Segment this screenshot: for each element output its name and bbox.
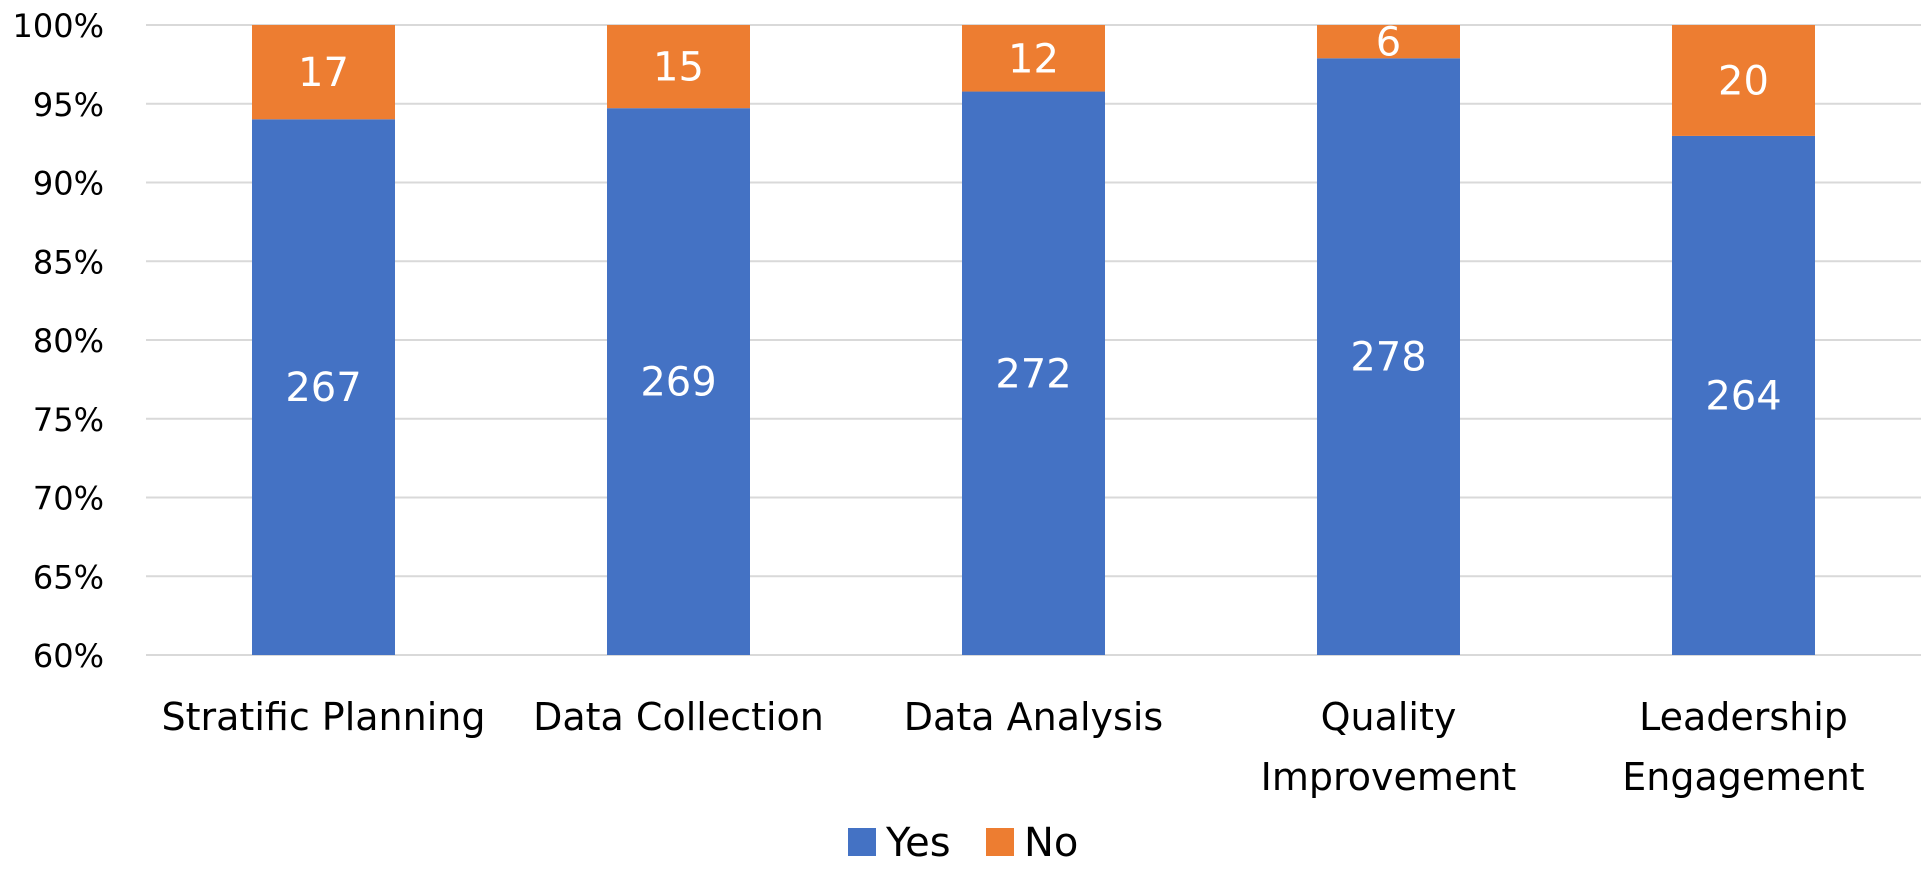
- x-category-label: Quality: [1321, 695, 1457, 739]
- bar-yes: [1672, 135, 1815, 655]
- legend: Yes No: [848, 820, 1078, 866]
- x-category-label: Stratific Planning: [162, 695, 486, 739]
- y-tick-label: 100%: [13, 7, 104, 45]
- data-label-no: 6: [1376, 20, 1401, 66]
- legend-label: No: [1024, 820, 1078, 866]
- data-label-yes: 278: [1350, 335, 1426, 381]
- y-tick-label: 95%: [33, 86, 104, 124]
- y-tick-label: 60%: [33, 637, 104, 675]
- legend-swatch: [848, 828, 876, 856]
- x-category-label: Data Analysis: [904, 695, 1163, 739]
- data-label-yes: 269: [640, 360, 716, 406]
- y-tick-label: 70%: [33, 480, 104, 518]
- y-axis-ticks: 60% 65% 70% 75% 80% 85% 90% 95% 100%: [13, 7, 104, 675]
- data-labels: 267 17 269 15 272 12 278 6 264 20: [285, 20, 1781, 420]
- data-label-yes: 267: [285, 365, 361, 411]
- bar-yes: [252, 119, 395, 655]
- bar-yes: [607, 108, 750, 655]
- y-tick-label: 90%: [33, 165, 104, 203]
- y-tick-label: 75%: [33, 401, 104, 439]
- x-axis-categories: Stratific Planning Data Collection Data An…: [162, 695, 1865, 799]
- y-tick-label: 85%: [33, 243, 104, 281]
- data-label-no: 17: [298, 50, 349, 96]
- x-category-label: Data Collection: [533, 695, 824, 739]
- bar-no: [252, 25, 395, 120]
- bars: [252, 25, 1815, 655]
- y-tick-label: 65%: [33, 558, 104, 596]
- bar-no: [962, 25, 1105, 92]
- legend-swatch: [986, 828, 1014, 856]
- x-category-label: Leadership: [1639, 695, 1848, 739]
- y-tick-label: 80%: [33, 322, 104, 360]
- data-label-no: 12: [1008, 36, 1059, 82]
- bar-yes: [1317, 58, 1460, 655]
- data-label-yes: 272: [995, 351, 1071, 397]
- data-label-no: 15: [653, 45, 704, 91]
- data-label-no: 20: [1718, 58, 1769, 104]
- data-label-yes: 264: [1705, 373, 1781, 419]
- bar-yes: [962, 91, 1105, 655]
- legend-label: Yes: [885, 820, 951, 866]
- x-category-label: Improvement: [1261, 755, 1517, 799]
- bar-no: [607, 25, 750, 109]
- x-category-label: Engagement: [1622, 755, 1864, 799]
- bar-no: [1672, 25, 1815, 136]
- bar-no: [1317, 25, 1460, 59]
